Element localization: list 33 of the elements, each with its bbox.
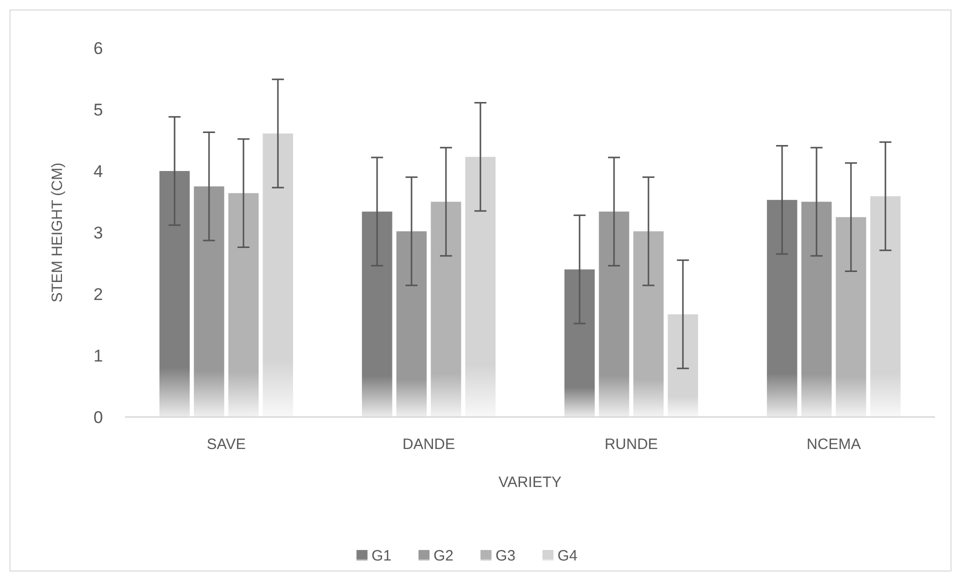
y-tick-label: 1 bbox=[94, 346, 103, 366]
legend-label: G1 bbox=[372, 547, 392, 564]
bar bbox=[633, 231, 664, 417]
y-tick-label: 3 bbox=[94, 223, 103, 242]
y-tick-label: 6 bbox=[94, 38, 103, 58]
bar bbox=[564, 269, 595, 417]
bar bbox=[396, 231, 427, 417]
bar bbox=[228, 193, 259, 417]
y-tick-label: 5 bbox=[94, 100, 103, 120]
bar bbox=[159, 171, 190, 417]
legend-label: G3 bbox=[496, 547, 516, 564]
bar bbox=[668, 314, 698, 417]
bar bbox=[194, 186, 224, 417]
bar bbox=[870, 196, 901, 417]
x-tick-label: DANDE bbox=[402, 436, 456, 453]
bar bbox=[262, 133, 294, 417]
bar bbox=[598, 212, 630, 417]
x-tick-label: NCEMA bbox=[806, 436, 861, 453]
x-tick-label: SAVE bbox=[206, 436, 246, 453]
bar bbox=[766, 200, 798, 417]
y-tick-label: 2 bbox=[94, 284, 103, 304]
y-axis-title: STEM HEIGHT (CM) bbox=[49, 162, 66, 302]
bar bbox=[836, 217, 866, 417]
bar bbox=[801, 202, 832, 417]
x-tick-label: RUNDE bbox=[604, 436, 658, 453]
bar bbox=[362, 212, 392, 417]
legend-label: G4 bbox=[558, 547, 578, 564]
y-tick-label: 0 bbox=[94, 408, 103, 427]
bar bbox=[465, 156, 496, 417]
x-axis-title: VARIETY bbox=[498, 474, 562, 491]
legend-label: G2 bbox=[434, 547, 454, 564]
y-tick-label: 4 bbox=[94, 162, 103, 181]
bar bbox=[430, 202, 462, 417]
